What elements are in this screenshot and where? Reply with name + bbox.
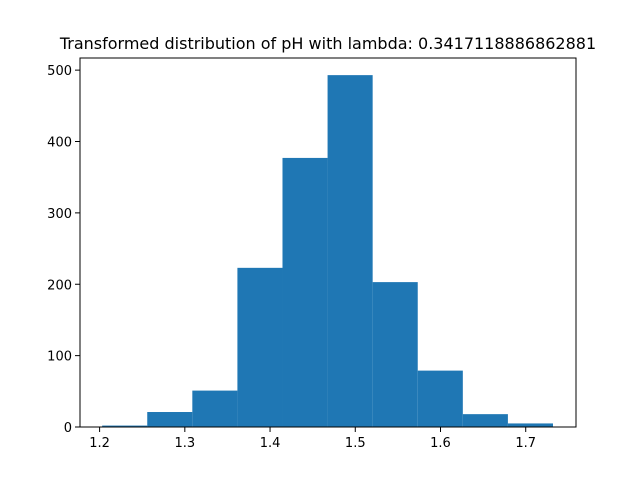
chart-title: Transformed distribution of pH with lamb… (59, 34, 596, 53)
plot-frame (79, 57, 577, 428)
x-tick-label: 1.3 (174, 436, 195, 451)
y-tick-label: 100 (47, 350, 72, 365)
y-axis-ticks: 0 100 200 300 400 500 (47, 64, 80, 436)
histogram-bar (327, 75, 373, 428)
x-axis-ticks: 1.2 1.3 1.4 1.5 1.6 1.7 (89, 427, 536, 451)
y-tick-label: 200 (47, 278, 72, 293)
histogram-bar (147, 412, 193, 427)
y-tick-label: 0 (64, 421, 72, 436)
y-tick-label: 400 (47, 136, 72, 151)
histogram-bar (102, 425, 148, 427)
histogram-bar (462, 414, 508, 427)
y-tick-label: 300 (47, 207, 72, 222)
x-tick-label: 1.5 (345, 436, 366, 451)
histogram-bar (237, 267, 283, 427)
x-tick-label: 1.2 (89, 436, 110, 451)
histogram-bar (372, 282, 418, 427)
x-tick-label: 1.4 (260, 436, 281, 451)
histogram-bar (282, 157, 328, 427)
y-tick-label: 500 (47, 64, 72, 79)
x-tick-label: 1.6 (430, 436, 451, 451)
bars-group (102, 75, 553, 428)
histogram-bar (192, 390, 238, 427)
histogram-bar (417, 370, 463, 427)
x-tick-label: 1.7 (515, 436, 536, 451)
histogram-bar (507, 423, 553, 427)
